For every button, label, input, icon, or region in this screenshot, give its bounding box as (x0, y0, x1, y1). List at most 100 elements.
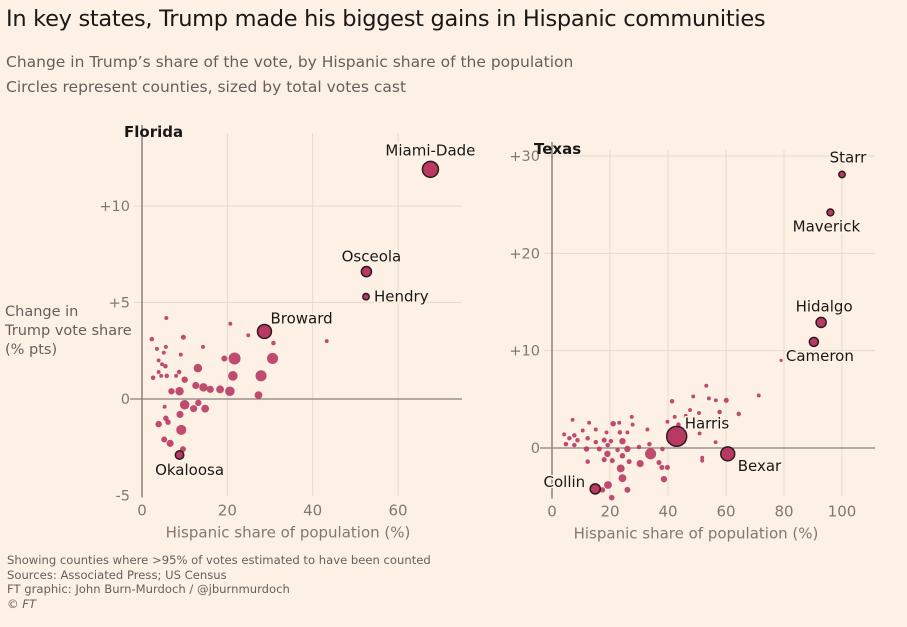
county-point (156, 358, 161, 363)
y-tick-label: -5 (116, 489, 130, 505)
chart-subtitle-2: Circles represent counties, sized by tot… (6, 78, 407, 96)
county-point (697, 431, 702, 436)
x-tick-label: 20 (218, 502, 237, 520)
county-point (697, 411, 701, 415)
county-point (156, 370, 161, 374)
county-label: Osceola (342, 248, 402, 266)
county-label: Broward (270, 309, 332, 327)
county-point (176, 369, 182, 375)
footer-copyright: © FT (7, 596, 37, 611)
county-point (583, 446, 590, 452)
county-label: Collin (544, 473, 586, 491)
county-point (160, 362, 165, 367)
county-point-highlighted (256, 323, 273, 340)
county-point (601, 457, 607, 463)
county-point (617, 430, 623, 435)
county-point (155, 420, 162, 428)
county-point (615, 447, 620, 453)
county-point (636, 459, 644, 468)
county-point (609, 458, 615, 464)
county-point (645, 427, 650, 432)
county-point (647, 441, 652, 447)
county-point (624, 486, 631, 493)
county-point (659, 464, 665, 470)
y-tick-label: 0 (531, 441, 540, 457)
county-point (572, 442, 577, 448)
county-point (593, 427, 598, 432)
county-point (599, 487, 606, 493)
x-tick-label: 60 (388, 502, 407, 520)
county-point (179, 399, 190, 410)
county-point (190, 405, 198, 413)
x-tick-label: 0 (137, 502, 147, 520)
county-point (267, 352, 279, 365)
county-point (149, 336, 155, 342)
x-tick-label: 40 (658, 503, 677, 521)
county-point (163, 344, 168, 349)
county-point (161, 436, 168, 443)
county-point (587, 420, 592, 425)
x-axis-label: Hispanic share of population (%) (166, 524, 411, 542)
footer-note: Showing counties where >95% of votes est… (7, 553, 431, 567)
county-point (180, 334, 186, 340)
y-axis-label: Change in Trump vote share (% pts) (4, 304, 132, 358)
county-point-highlighted (362, 292, 370, 301)
county-point (683, 413, 688, 418)
county-point (616, 464, 625, 473)
y-tick-label: +20 (509, 246, 540, 262)
county-point (619, 437, 626, 445)
chart-subtitle: Change in Trump’s share of the vote, by … (6, 53, 574, 71)
county-point (619, 453, 626, 459)
x-tick-label: 80 (774, 503, 793, 521)
county-point (624, 445, 631, 453)
county-point (669, 399, 675, 404)
county-point (567, 436, 572, 441)
county-point (563, 441, 569, 447)
county-point (174, 373, 179, 378)
county-label: Miami-Dade (385, 141, 475, 159)
county-point (228, 371, 238, 381)
county-point (225, 386, 235, 397)
county-point (164, 315, 169, 320)
county-label: Hidalgo (796, 297, 853, 315)
county-point (779, 358, 783, 362)
county-point (585, 459, 590, 464)
county-point (154, 346, 159, 351)
county-point (660, 446, 665, 452)
county-point (221, 355, 228, 362)
county-point (585, 436, 590, 441)
county-point (178, 352, 183, 357)
county-point (593, 439, 599, 445)
x-tick-label: 40 (303, 502, 322, 520)
county-point (228, 352, 241, 365)
county-point (618, 474, 627, 483)
county-point-highlighted (589, 483, 602, 495)
county-point (706, 396, 711, 401)
county-point (604, 450, 611, 458)
county-point (629, 414, 634, 419)
county-point (601, 437, 607, 443)
x-tick-label: 20 (600, 503, 619, 521)
county-point-highlighted (826, 208, 835, 217)
y-tick-label: +10 (99, 199, 130, 215)
county-point-highlighted (665, 425, 688, 448)
county-point (161, 350, 166, 355)
y-tick-label: +5 (109, 296, 130, 312)
county-point (736, 411, 742, 417)
county-point (271, 340, 276, 346)
county-point (700, 458, 705, 463)
county-point (636, 444, 642, 450)
county-point (168, 388, 175, 395)
county-point (605, 442, 610, 448)
county-point (575, 437, 580, 443)
county-point (672, 414, 677, 419)
county-point (756, 393, 761, 398)
county-point (192, 381, 200, 390)
county-point (604, 481, 612, 489)
county-point-highlighted (808, 336, 820, 348)
county-point (723, 397, 729, 403)
county-point-highlighted (360, 265, 373, 278)
x-tick-label: 0 (547, 503, 557, 521)
county-point-highlighted (174, 449, 185, 460)
